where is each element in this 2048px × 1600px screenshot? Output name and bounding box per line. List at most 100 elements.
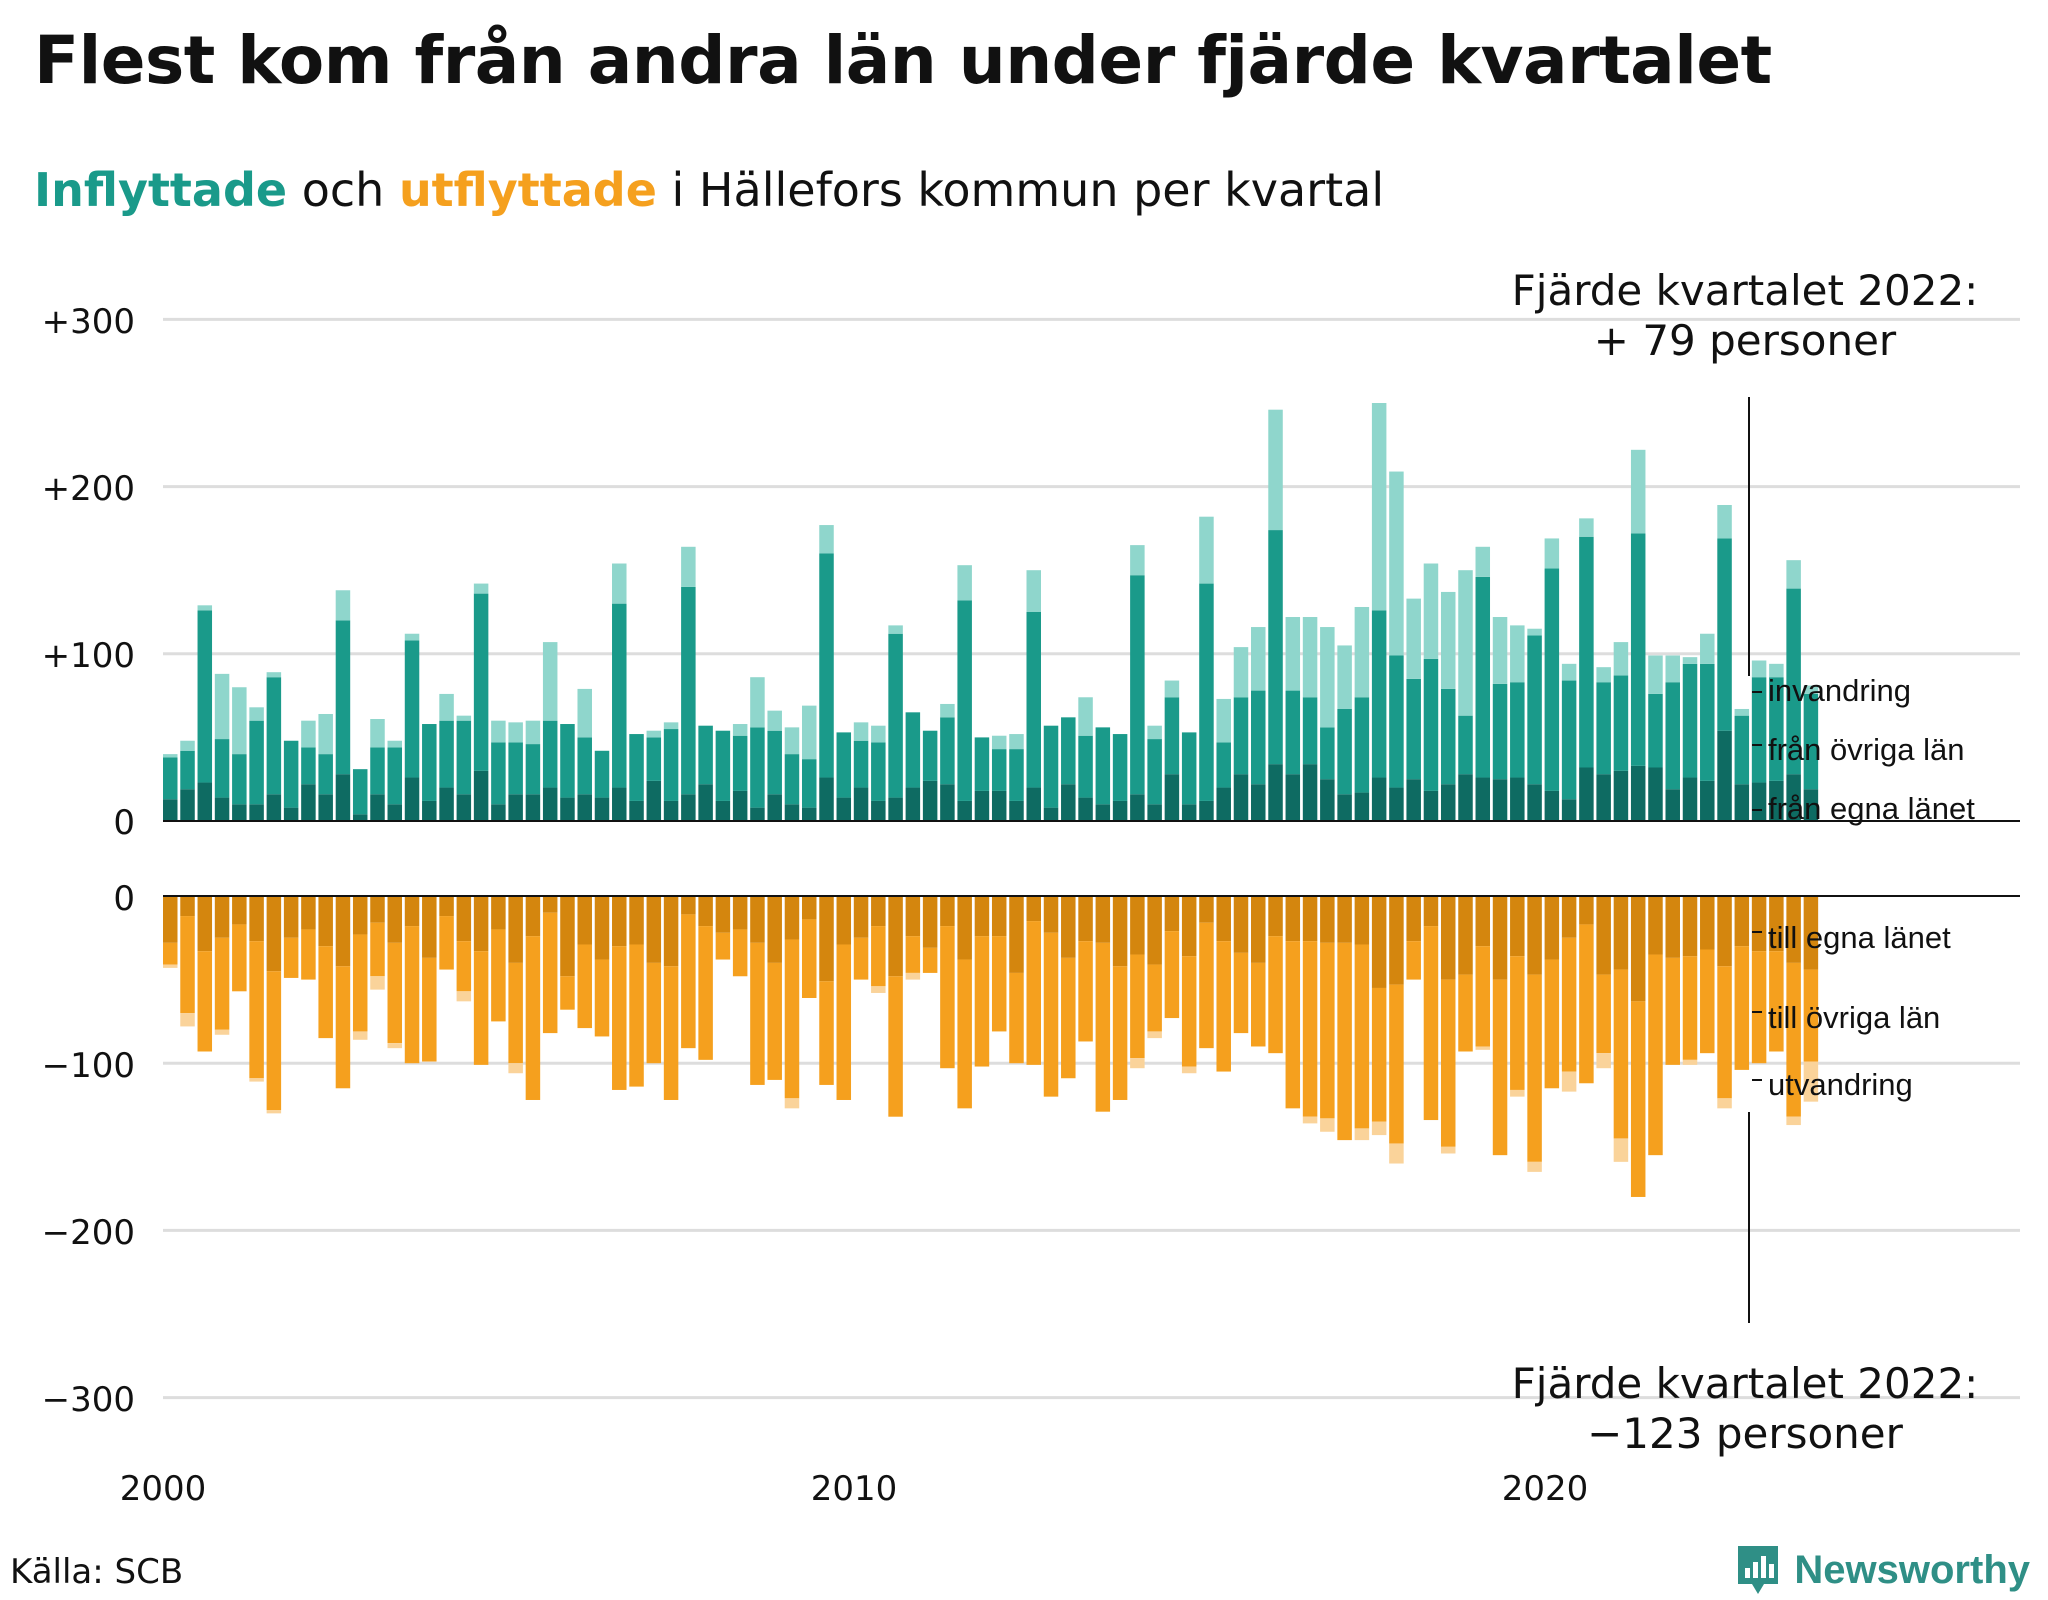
bar-out-other [1112,966,1128,1100]
bar-in-own [1717,730,1732,821]
bar-out-own [784,896,800,940]
bar-out-own [1216,896,1231,942]
bar-in-other [439,720,454,788]
bar-out-emi [871,986,886,993]
bar-in-other [1423,658,1439,791]
bar-out-emi [1717,1098,1732,1109]
bar-in-other [352,769,368,815]
bar-in-other [1043,725,1059,808]
bar-out-own [1302,896,1318,942]
grid-top [163,317,2020,656]
bar-out-own [922,896,938,948]
bar-out-other [1026,921,1041,1065]
annotation-top-line2: + 79 personer [1594,316,1897,365]
bar-out-other [715,932,731,960]
bar-out-emi [1302,1116,1318,1124]
bar-in-other [940,717,955,785]
bar-in-other [698,725,713,785]
bar-in-own [888,797,903,821]
bar-out-own [1544,896,1560,960]
bar-in-own [991,790,1007,821]
label-till-egna-lanet: till egna länet [1768,920,1951,955]
bar-out-other [1544,959,1560,1089]
y-tick-top-300: +300 [42,302,135,342]
bar-in-own [1751,782,1767,821]
bar-in-other [853,740,869,788]
bar-out-emi [249,1078,264,1082]
bar-in-own [1164,774,1180,821]
bar-out-other [612,946,627,1090]
bar-in-own [352,814,368,821]
bar-in-own [1233,774,1249,821]
bar-in-other [905,712,921,788]
bar-out-own [1147,896,1162,965]
bar-in-own [1216,787,1231,821]
bar-in-imm [681,546,696,587]
bar-out-other [525,936,541,1100]
bar-out-other [1268,936,1283,1054]
bar-in-other [871,742,886,801]
subtitle-utflyttade: utflyttade [398,163,657,217]
bar-out-other [784,939,800,1099]
bar-in-other [542,720,558,788]
bar-in-own [1354,792,1370,821]
bar-out-other [542,912,558,1034]
bar-in-other [1164,697,1180,775]
bar-in-other [1320,727,1335,780]
bar-out-own [801,896,817,920]
bar-in-other [197,610,213,783]
bar-out-other [1251,962,1266,1047]
bar-in-own [370,794,385,821]
bar-in-own [1682,777,1698,821]
bar-in-imm [1751,660,1767,678]
bar-out-own [853,896,869,938]
bar-out-other [1475,946,1491,1047]
bar-in-other [1130,575,1145,795]
bar-in-imm [732,724,748,736]
bar-in-other [1216,742,1231,788]
bar-in-other [1682,663,1698,778]
bar-out-other [1596,974,1611,1054]
bar-in-imm [1596,667,1611,683]
bar-in-imm [1285,617,1301,691]
bar-out-other [1700,949,1715,1054]
bar-in-own [439,787,454,821]
bar-out-other [836,944,852,1100]
bar-out-other [180,916,195,1014]
bar-in-own [1199,800,1214,821]
bar-in-other [1717,538,1732,731]
bar-out-other [491,929,506,1022]
bar-out-other [905,936,921,973]
bar-out-own [456,896,472,942]
bar-out-other [853,937,869,980]
bar-in-other [508,742,523,795]
bar-in-own [767,794,782,821]
bar-out-own [1181,896,1197,957]
bar-in-other [1751,677,1767,783]
bar-in-own [974,790,990,821]
bar-out-own [283,896,299,938]
bar-out-own [646,896,662,963]
bar-out-own [370,896,385,923]
bar-in-other [1596,682,1611,775]
bar-in-imm [1734,708,1750,716]
bar-in-own [801,807,817,821]
bar-out-own [1665,896,1680,958]
bar-out-other [473,951,489,1065]
bar-in-other [801,759,817,808]
bar-out-own [1164,896,1180,932]
bar-out-other [888,976,903,1117]
bar-out-own [629,896,644,945]
bar-in-other [1371,610,1387,778]
bar-out-emi [456,991,472,1002]
bar-out-own [214,896,230,938]
bar-in-other [1078,735,1093,798]
bar-in-other [1630,533,1646,766]
bar-out-emi [1320,1118,1335,1132]
bar-in-own [1078,797,1093,821]
bar-in-imm [508,722,523,743]
bar-in-imm [335,590,351,621]
bar-out-other [1199,922,1214,1049]
bar-out-own [439,896,454,917]
bar-in-other [163,757,178,800]
